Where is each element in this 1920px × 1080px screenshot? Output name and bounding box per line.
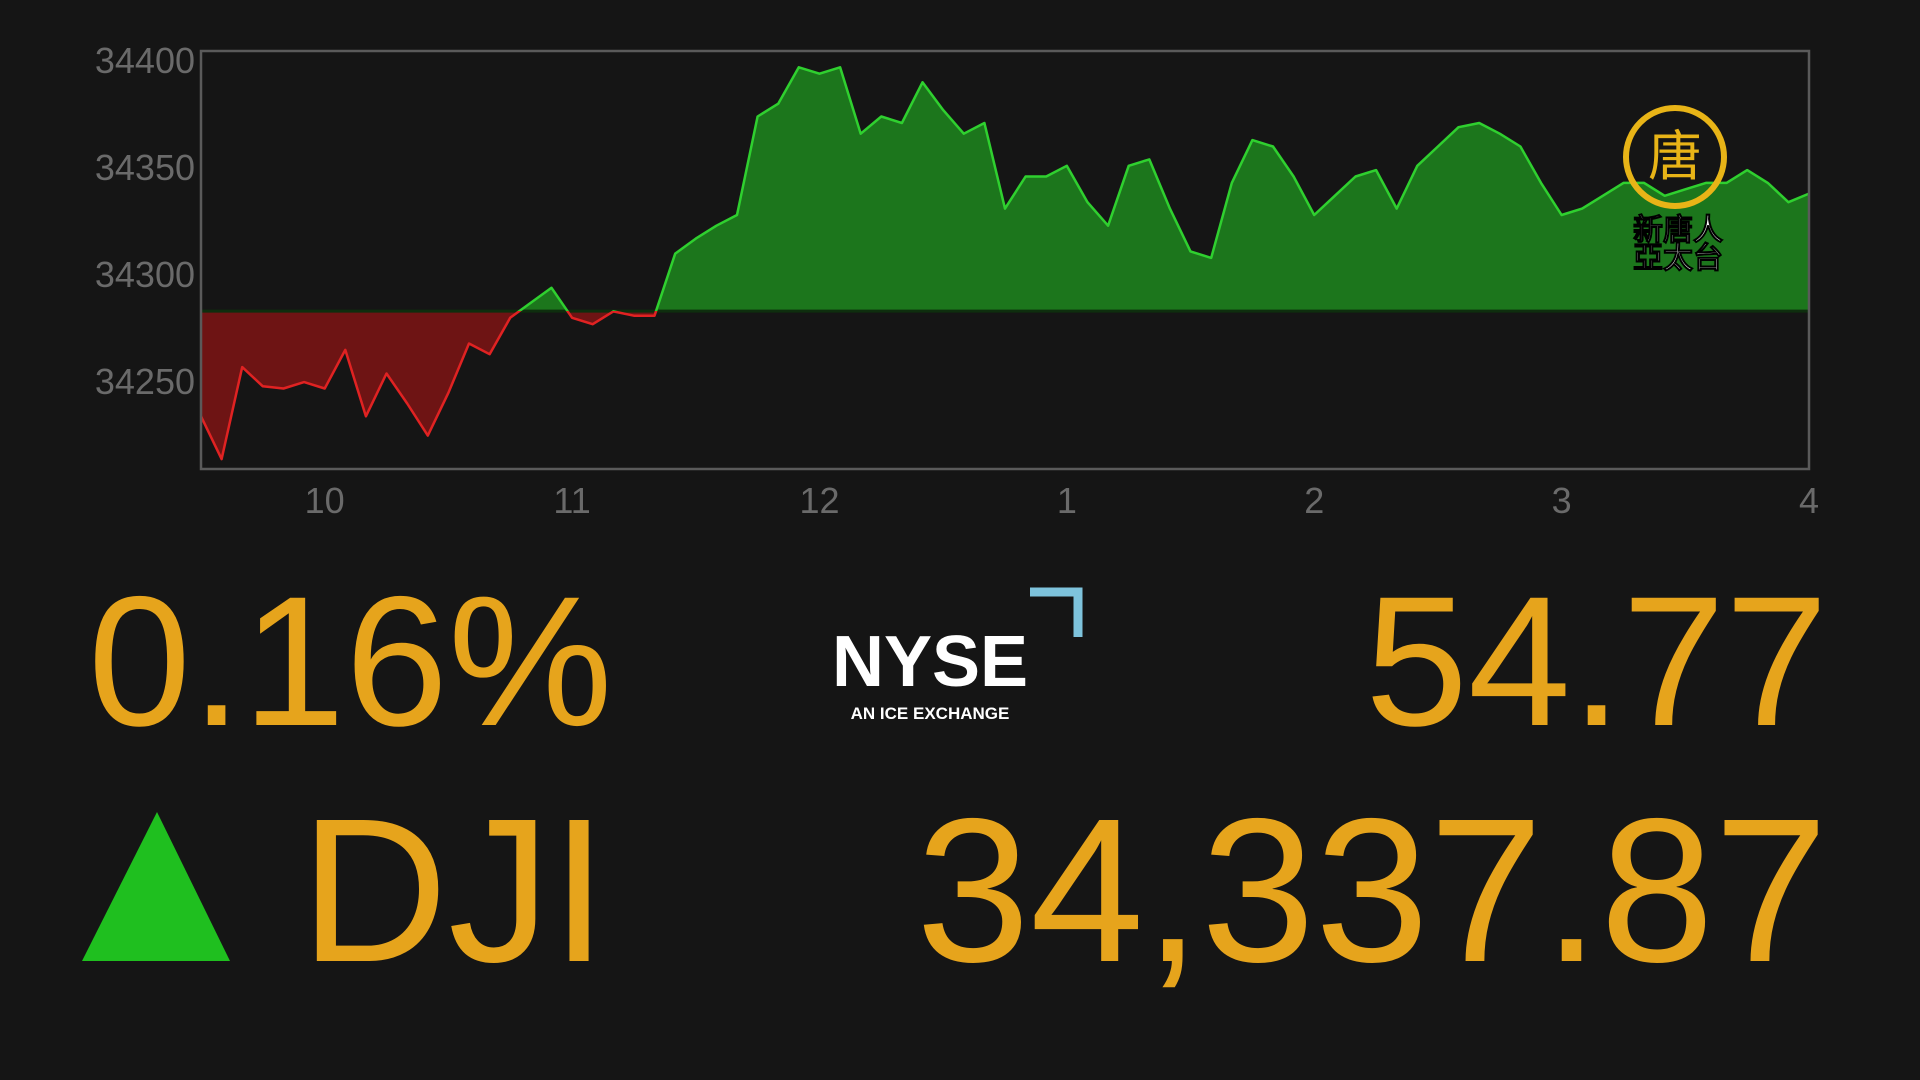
symbol: DJI <box>300 776 608 1005</box>
channel-emblem-ring <box>1623 105 1727 209</box>
price-line <box>199 66 1810 461</box>
area-fill <box>201 67 1809 460</box>
x-tick-label: 1 <box>1057 480 1077 521</box>
x-tick-label: 4 <box>1799 480 1819 521</box>
up-arrow <box>82 812 230 961</box>
channel-emblem: 唐 <box>1648 125 1702 188</box>
y-tick-label: 34300 <box>95 254 195 295</box>
x-tick-label: 2 <box>1304 480 1324 521</box>
channel-region: 亞太台 <box>1633 241 1723 275</box>
x-tick-label: 11 <box>553 480 590 521</box>
x-tick-label: 12 <box>799 480 839 521</box>
exchange-bracket <box>1030 587 1083 637</box>
exchange-name: NYSE <box>832 622 1028 702</box>
plot-frame <box>199 49 1811 471</box>
y-tick-label: 34400 <box>95 40 195 81</box>
change-percent: 0.16% <box>88 559 613 765</box>
change-value: 54.77 <box>1365 559 1828 765</box>
x-tick-label: 3 <box>1552 480 1572 521</box>
y-tick-label: 34250 <box>95 361 195 402</box>
x-tick-label: 10 <box>305 480 345 521</box>
channel-name: 新唐人 <box>1633 213 1723 247</box>
y-tick-label: 34350 <box>95 147 195 188</box>
exchange-tagline: AN ICE EXCHANGE <box>851 704 1010 723</box>
price: 34,337.87 <box>916 776 1828 1005</box>
